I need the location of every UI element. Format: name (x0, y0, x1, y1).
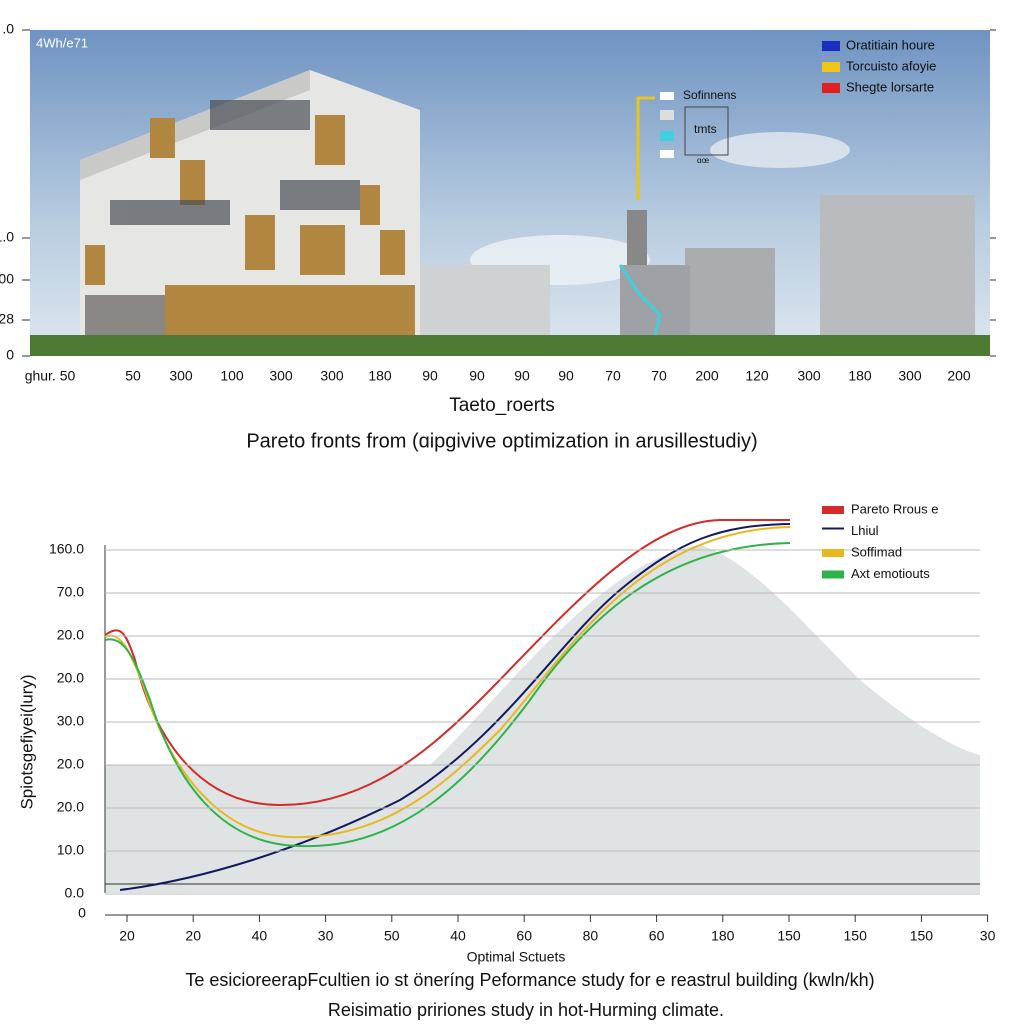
caption: Pareto fronts from (ɑipgivive optimizati… (246, 430, 757, 452)
x-tick-label: ghur. 50 (25, 368, 76, 384)
x-tick-label: 80 (583, 928, 599, 944)
x-tick-label: 40 (252, 928, 268, 944)
x-tick-label: 200 (695, 368, 719, 384)
legend-swatch (822, 62, 840, 72)
x-tick-label: 180 (368, 368, 392, 384)
legend-label: Axt emotiouts (851, 566, 930, 581)
x-tick-label: 90 (422, 368, 438, 384)
x-tick-label: 150 (844, 928, 868, 944)
plot (105, 545, 980, 893)
x-tick-label: 300 (169, 368, 193, 384)
y-tick-label: 0.0 (65, 885, 85, 901)
x-tick-label: 180 (711, 928, 735, 944)
x-tick-label: 50 (125, 368, 141, 384)
curves (104, 519, 791, 891)
y-tick-label: 28 (0, 311, 14, 327)
legend-swatch (822, 506, 844, 514)
x-tick-label: 300 (269, 368, 293, 384)
corner-label: 4Wh/e71 (36, 35, 88, 50)
curve (104, 542, 791, 848)
x-tick-label: 90 (514, 368, 530, 384)
y-tick-label: 0 (6, 347, 14, 363)
legend-label: Shegte lorsarte (846, 79, 934, 94)
x-tick-label: 300 (797, 368, 821, 384)
legend-swatch (822, 41, 840, 51)
x-tick-label: 20 (119, 928, 135, 944)
inset-label: tmts (694, 122, 717, 136)
curve (104, 519, 790, 807)
legend-label: Lhiul (851, 523, 879, 538)
curve (119, 523, 791, 891)
y-tick-label: .0 (2, 21, 14, 37)
y-tick-label: 20.0 (57, 799, 84, 815)
x-tick-label: 90 (558, 368, 574, 384)
y-tick-label: 1.0 (0, 229, 14, 245)
x-tick-label: 180 (848, 368, 872, 384)
legend-label: Soffimad (851, 544, 902, 559)
x-tick-label: 100 (220, 368, 244, 384)
x-axis-label: Optimal Sctuets (467, 949, 566, 965)
legend-label: Pareto Rrous e (851, 501, 938, 516)
x-tick-label: 60 (649, 928, 665, 944)
caption: Reisimatio pririones study in hot-Hurmin… (328, 1000, 724, 1020)
y-tick-label: 70.0 (57, 584, 84, 600)
x-tick-label: 300 (898, 368, 922, 384)
inset-label: Sofinnens (683, 88, 736, 102)
x-tick-label: 50 (384, 928, 400, 944)
legend-swatch (822, 527, 844, 530)
x-tick-label: 40 (450, 928, 466, 944)
x-tick-label: 90 (469, 368, 485, 384)
curve (104, 526, 791, 839)
x-tick-label: 300 (320, 368, 344, 384)
legend-label: Torcuisto afoyie (846, 58, 936, 73)
y-tick-label: 160.0 (49, 541, 84, 557)
x-tick-label: 60 (516, 928, 532, 944)
y-tick-label: 00 (0, 271, 14, 287)
y-tick-label: 30.0 (57, 713, 84, 729)
x-axis-label: Taeto_roerts (449, 395, 555, 416)
x-tick-label: 30 (318, 928, 334, 944)
legend-swatch (822, 570, 844, 579)
legend-label: Oratitiain houre (846, 37, 935, 52)
x-tick-label: 30 (980, 928, 996, 944)
y-tick-label: 20.0 (57, 756, 84, 772)
x-tick-label: 20 (185, 928, 201, 944)
x-tick-label: 70 (651, 368, 667, 384)
x-tick-label: 200 (947, 368, 971, 384)
inset-label: ɑœ (697, 156, 709, 165)
x-tick-label: 150 (910, 928, 934, 944)
legend-swatch (822, 83, 840, 93)
legend-swatch (822, 549, 844, 557)
x-tick-label: 150 (777, 928, 801, 944)
caption: Te esicioreerapFcultien io st öneríng Pe… (185, 970, 874, 990)
x-tick-label: 120 (745, 368, 769, 384)
y-tick-label: 20.0 (57, 670, 84, 686)
y-tick-label: 20.0 (57, 627, 84, 643)
origin-label: 0 (78, 905, 86, 921)
x-tick-label: 70 (605, 368, 621, 384)
y-tick-label: 10.0 (57, 842, 84, 858)
y-axis-label: Spiotsgefiyei(lury) (17, 674, 36, 809)
